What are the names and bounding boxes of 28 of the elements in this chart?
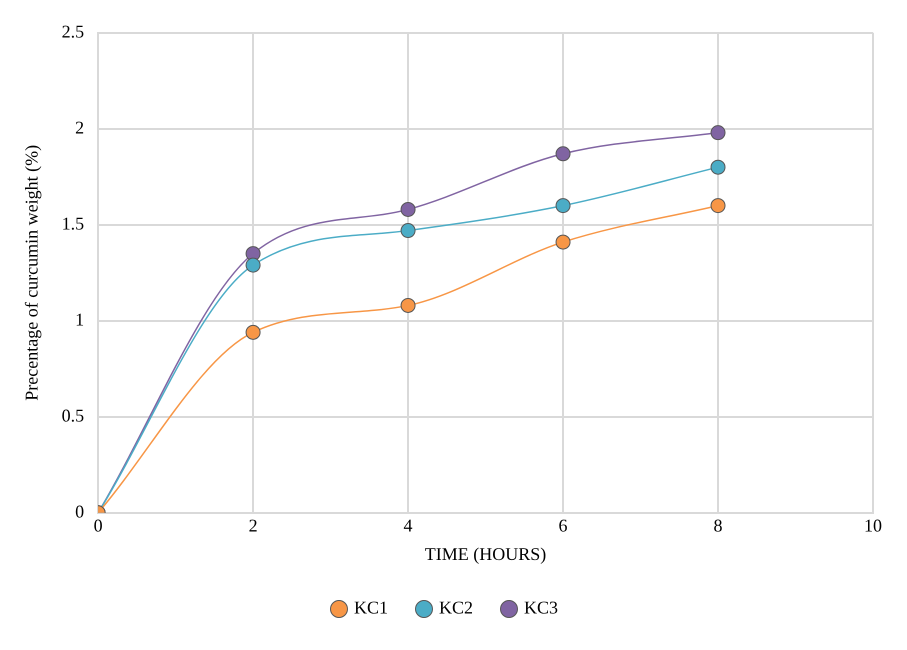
x-tick-label: 0 bbox=[94, 515, 103, 536]
y-tick-label: 0 bbox=[75, 502, 84, 522]
point bbox=[710, 198, 726, 214]
x-tick-label: 8 bbox=[714, 515, 723, 536]
point bbox=[400, 223, 416, 238]
legend-label: KC3 bbox=[524, 598, 558, 618]
x-axis-title: TIME (HOURS) bbox=[424, 544, 546, 564]
point bbox=[710, 160, 726, 175]
y-tick-label: 0.5 bbox=[62, 406, 84, 426]
x-tick-label: 2 bbox=[248, 515, 258, 536]
y-tick-label: 2.5 bbox=[62, 22, 84, 42]
y-tick-label: 2 bbox=[75, 118, 84, 138]
point bbox=[556, 198, 571, 214]
point bbox=[710, 125, 726, 140]
point bbox=[400, 202, 416, 217]
x-tick-label: 4 bbox=[404, 515, 413, 536]
point bbox=[556, 234, 571, 250]
legend-label: KC1 bbox=[354, 598, 388, 618]
y-tick-label: 1 bbox=[75, 310, 84, 330]
x-tick-label: 10 bbox=[864, 515, 882, 536]
legend-label: KC2 bbox=[439, 598, 474, 618]
y-axis-title: Precentage of curcumin weight (%) bbox=[22, 144, 42, 401]
x-tick-label: 6 bbox=[558, 515, 568, 536]
y-tick-label: 1.5 bbox=[62, 214, 84, 234]
point bbox=[246, 258, 261, 273]
point bbox=[400, 298, 416, 313]
point bbox=[246, 324, 261, 340]
point bbox=[556, 146, 571, 162]
